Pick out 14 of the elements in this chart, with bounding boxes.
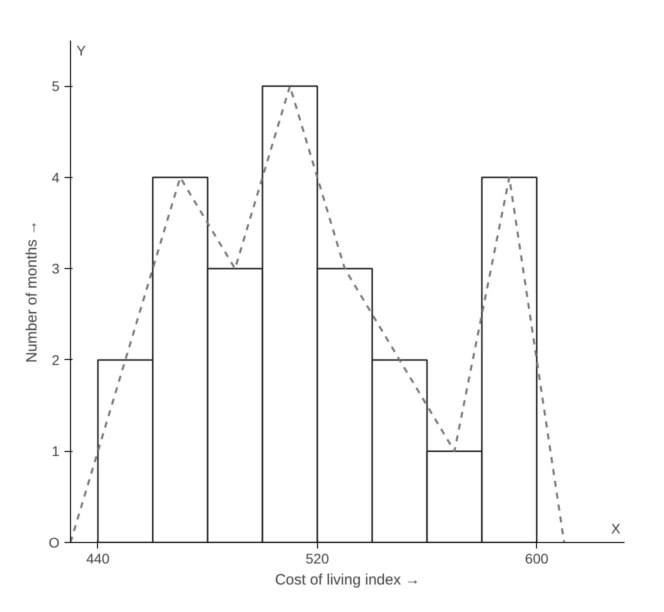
- y-tick-label: 3: [52, 260, 60, 277]
- x-tick-label: 440: [86, 550, 110, 566]
- y-tick-label: 2: [52, 352, 60, 368]
- x-tick-label: 520: [306, 550, 330, 566]
- y-tick-label: 1: [52, 443, 60, 460]
- y-tick-label: 5: [52, 78, 60, 94]
- x-axis-title: Cost of living index →: [274, 572, 420, 588]
- y-tick-label: 4: [52, 169, 60, 186]
- line-series: [70, 85, 566, 542]
- annotation: X: [611, 520, 622, 536]
- x-tick-label: 600: [525, 550, 549, 566]
- annotation: Y: [76, 42, 86, 58]
- y-tick-label: O: [48, 534, 60, 550]
- y-axis-title: Number of months →: [24, 220, 41, 363]
